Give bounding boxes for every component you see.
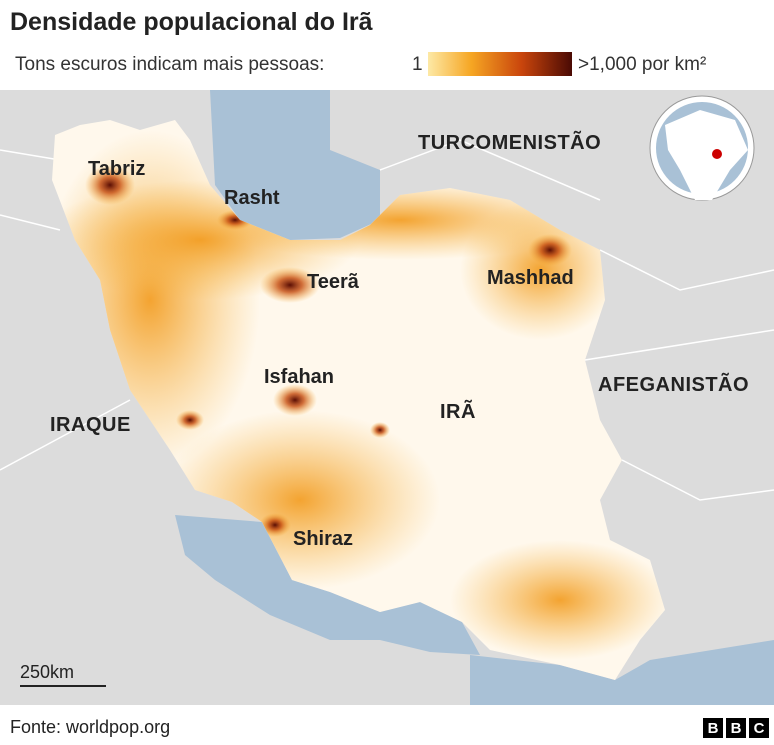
legend-max: >1,000 por km²	[578, 54, 706, 75]
city-label: Rasht	[224, 187, 280, 209]
city-label: Teerã	[307, 271, 360, 293]
caspian-sea	[210, 90, 380, 240]
borders	[0, 139, 774, 501]
legend-scale	[428, 52, 572, 76]
city-label: Shiraz	[293, 528, 353, 550]
logo-letter: B	[731, 720, 742, 737]
city-label: Mashhad	[487, 267, 574, 289]
city-label: Isfahan	[264, 366, 334, 388]
legend-min: 1	[412, 54, 423, 75]
persian-gulf	[175, 515, 480, 655]
country-label: IRAQUE	[50, 414, 131, 436]
country-label: AFEGANISTÃO	[598, 373, 749, 396]
scale-bar-label: 250km	[20, 662, 74, 682]
map: Tabriz Rasht Teerã Mashhad Isfahan Shira…	[0, 90, 774, 705]
globe-marker	[712, 149, 722, 159]
legend-label: Tons escuros indicam mais pessoas:	[15, 54, 324, 75]
logo-letter: C	[754, 720, 765, 737]
city-label: Tabriz	[88, 158, 145, 180]
globe-land	[665, 110, 748, 200]
title: Densidade populacional do Irã	[10, 8, 373, 36]
source: Fonte: worldpop.org	[10, 717, 170, 737]
bbc-logo: B B C	[703, 718, 769, 738]
gulf-of-oman	[470, 640, 774, 705]
country-label: IRÃ	[440, 400, 476, 423]
density	[52, 130, 665, 660]
country-label: TURCOMENISTÃO	[418, 131, 601, 154]
logo-letter: B	[708, 720, 719, 737]
